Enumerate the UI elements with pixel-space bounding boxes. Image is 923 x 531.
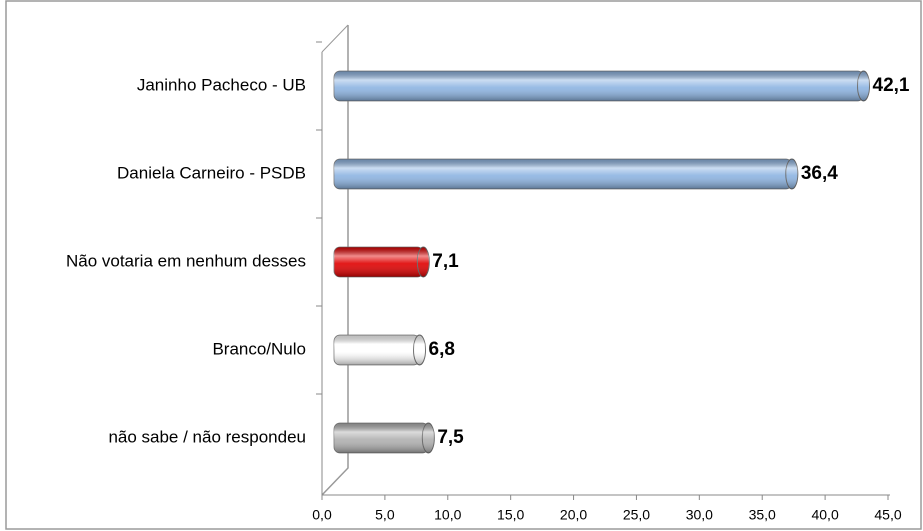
bar-cap-shade	[785, 159, 798, 189]
value-label: 36,4	[801, 163, 838, 184]
bar-shine	[334, 335, 420, 365]
x-tick-label: 25,0	[623, 507, 650, 523]
bar-cap-shade	[417, 247, 430, 277]
x-tick-label: 15,0	[497, 507, 524, 523]
bar-shine	[334, 71, 864, 101]
category-label: Não votaria em nenhum desses	[66, 251, 306, 270]
category-label: Daniela Carneiro - PSDB	[117, 163, 306, 182]
value-label: 7,5	[437, 427, 464, 448]
bar-shine	[334, 423, 429, 453]
category-label: não sabe / não respondeu	[108, 427, 306, 446]
bar-cap-shade	[422, 423, 435, 453]
x-tick-label: 20,0	[560, 507, 587, 523]
x-tick-label: 10,0	[434, 507, 461, 523]
value-label: 42,1	[873, 75, 910, 96]
wall-edge	[321, 24, 349, 53]
category-label: Branco/Nulo	[212, 339, 306, 358]
bar-shine	[334, 159, 792, 189]
x-tick-label: 30,0	[686, 507, 713, 523]
x-tick-label: 45,0	[874, 507, 901, 523]
x-tick-label: 40,0	[811, 507, 838, 523]
bar-cap-shade	[857, 71, 870, 101]
x-tick-label: 0,0	[312, 507, 332, 523]
bar-cap-shade	[413, 335, 426, 365]
category-label: Janinho Pacheco - UB	[137, 75, 306, 94]
value-label: 7,1	[432, 251, 459, 272]
x-tick-label: 5,0	[375, 507, 395, 523]
x-tick-label: 35,0	[749, 507, 776, 523]
value-label: 6,8	[429, 339, 455, 360]
bar-shine	[334, 247, 424, 277]
